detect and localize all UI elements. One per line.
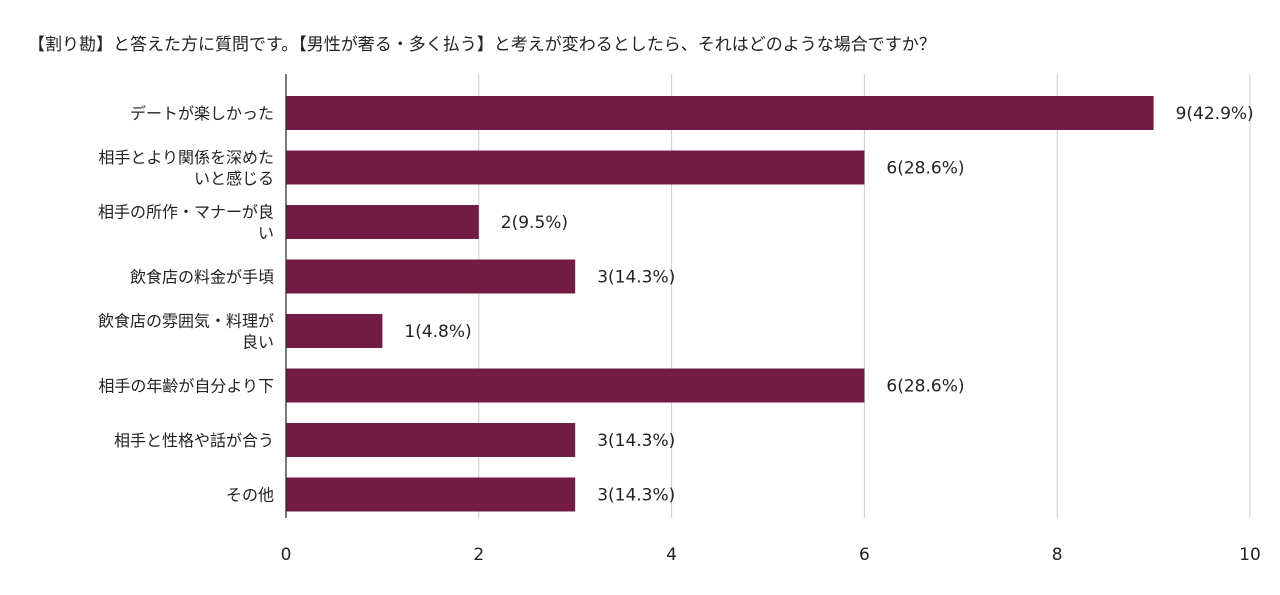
category-label-1: 相手とより関係を深めたいと感じる bbox=[98, 148, 274, 188]
data-label-4: 1(4.8%) bbox=[404, 322, 471, 342]
x-tick-label-0: 0 bbox=[281, 545, 292, 565]
category-label-4: 飲食店の雰囲気・料理が良い bbox=[98, 312, 274, 352]
category-label-2: 相手の所作・マナーが良い bbox=[98, 203, 274, 243]
category-label-5: 相手の年齢が自分より下 bbox=[98, 377, 274, 396]
bar-7 bbox=[286, 477, 576, 512]
data-labels: 9(42.9%) 6(28.6%) 2(9.5%) 3(14.3%) 1(4.8%) 6(… bbox=[404, 104, 1253, 506]
bar-1 bbox=[286, 150, 865, 185]
category-label-6: 相手と性格や話が合う bbox=[114, 431, 274, 450]
bar-6 bbox=[286, 423, 576, 457]
category-label-7: その他 bbox=[226, 486, 274, 505]
bar-3 bbox=[286, 259, 576, 294]
x-axis-tick-labels: 0 2 4 6 8 10 bbox=[281, 545, 1261, 565]
bar-0 bbox=[286, 96, 1154, 130]
data-label-2: 2(9.5%) bbox=[501, 213, 568, 233]
data-label-0: 9(42.9%) bbox=[1176, 104, 1254, 124]
x-tick-label-8: 8 bbox=[1052, 545, 1063, 565]
category-label-0: デートが楽しかった bbox=[130, 104, 274, 123]
bar-4 bbox=[286, 314, 383, 348]
x-tick-label-10: 10 bbox=[1239, 545, 1261, 565]
data-label-5: 6(28.6%) bbox=[886, 377, 964, 397]
data-label-3: 3(14.3%) bbox=[597, 268, 675, 288]
x-tick-label-2: 2 bbox=[473, 545, 484, 565]
chart-title: 【割り勘】と答えた方に質問です。【男性が奢る・多く払う】と考えが変わるとしたら、… bbox=[28, 35, 936, 55]
bars bbox=[286, 96, 1154, 512]
category-label-3: 飲食店の料金が手頃 bbox=[130, 268, 274, 287]
bar-5 bbox=[286, 368, 865, 403]
data-label-1: 6(28.6%) bbox=[886, 159, 964, 179]
gridlines bbox=[478, 74, 1251, 518]
data-label-7: 3(14.3%) bbox=[597, 486, 675, 506]
x-tick-label-6: 6 bbox=[859, 545, 870, 565]
bar-2 bbox=[286, 205, 479, 239]
category-labels: デートが楽しかった相手とより関係を深めたいと感じる相手の所作・マナーが良い飲食店… bbox=[98, 104, 274, 505]
x-tick-label-4: 4 bbox=[666, 545, 677, 565]
data-label-6: 3(14.3%) bbox=[597, 431, 675, 451]
